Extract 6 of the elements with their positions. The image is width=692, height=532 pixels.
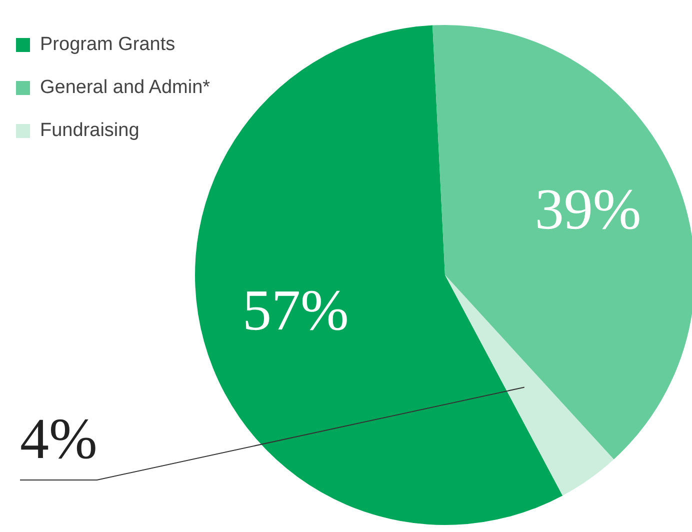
data-label: 39%: [534, 176, 642, 242]
legend-label: Program Grants: [40, 34, 176, 55]
legend-label: General and Admin*: [40, 77, 211, 98]
legend-label: Fundraising: [40, 120, 140, 141]
data-label: 4%: [20, 406, 98, 471]
data-label: 57%: [242, 278, 349, 343]
